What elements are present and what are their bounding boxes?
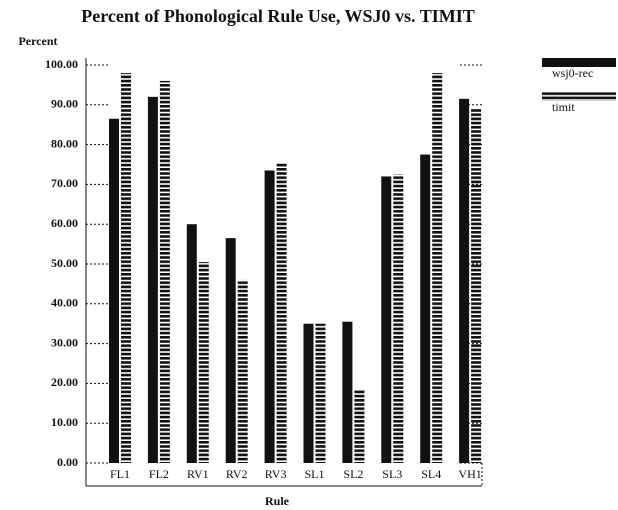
y-tick-label: 30.00 xyxy=(51,335,78,349)
x-tick-label: VH1 xyxy=(458,467,481,481)
x-tick-label: FL2 xyxy=(149,467,169,481)
x-tick-label: RV1 xyxy=(187,467,209,481)
bar xyxy=(121,72,131,464)
bar xyxy=(381,176,392,463)
bar xyxy=(159,80,170,464)
y-tick-label: 20.00 xyxy=(51,375,78,389)
bar xyxy=(432,72,443,464)
bar xyxy=(147,96,158,463)
x-tick-label: FL1 xyxy=(110,467,130,481)
bar xyxy=(393,174,404,463)
legend-label: wsj0-rec xyxy=(552,66,593,80)
bar xyxy=(459,98,470,463)
bar xyxy=(109,118,119,463)
y-tick-label: 100.00 xyxy=(45,57,78,71)
bar xyxy=(225,238,236,463)
x-tick-label: SL3 xyxy=(382,467,402,481)
x-axis-label: Rule xyxy=(265,494,290,508)
y-tick-label: 50.00 xyxy=(51,256,78,270)
x-tick-label: SL4 xyxy=(421,467,441,481)
legend-swatch xyxy=(542,58,616,67)
x-tick-label: RV3 xyxy=(265,467,287,481)
y-tick-label: 60.00 xyxy=(51,216,78,230)
bar xyxy=(354,389,365,463)
bar xyxy=(264,170,275,463)
y-tick-label: 90.00 xyxy=(51,97,78,111)
bar xyxy=(420,154,431,464)
legend-swatch xyxy=(542,92,616,101)
y-tick-label: 0.00 xyxy=(57,455,78,469)
bar xyxy=(198,262,209,463)
bar xyxy=(315,323,326,463)
bar xyxy=(303,323,314,463)
bar xyxy=(471,108,482,463)
legend-label: timit xyxy=(552,100,575,114)
bar xyxy=(342,321,353,463)
y-tick-label: 80.00 xyxy=(51,136,78,150)
y-axis-label: Percent xyxy=(18,34,57,48)
bar xyxy=(237,279,248,463)
y-tick-label: 40.00 xyxy=(51,296,78,310)
y-tick-label: 10.00 xyxy=(51,415,78,429)
chart-title: Percent of Phonological Rule Use, WSJ0 v… xyxy=(81,6,475,26)
y-tick-label: 70.00 xyxy=(51,176,78,190)
x-tick-label: RV2 xyxy=(226,467,248,481)
bar xyxy=(186,224,197,463)
bar xyxy=(276,162,287,463)
x-tick-label: SL2 xyxy=(343,467,363,481)
x-tick-label: SL1 xyxy=(304,467,324,481)
